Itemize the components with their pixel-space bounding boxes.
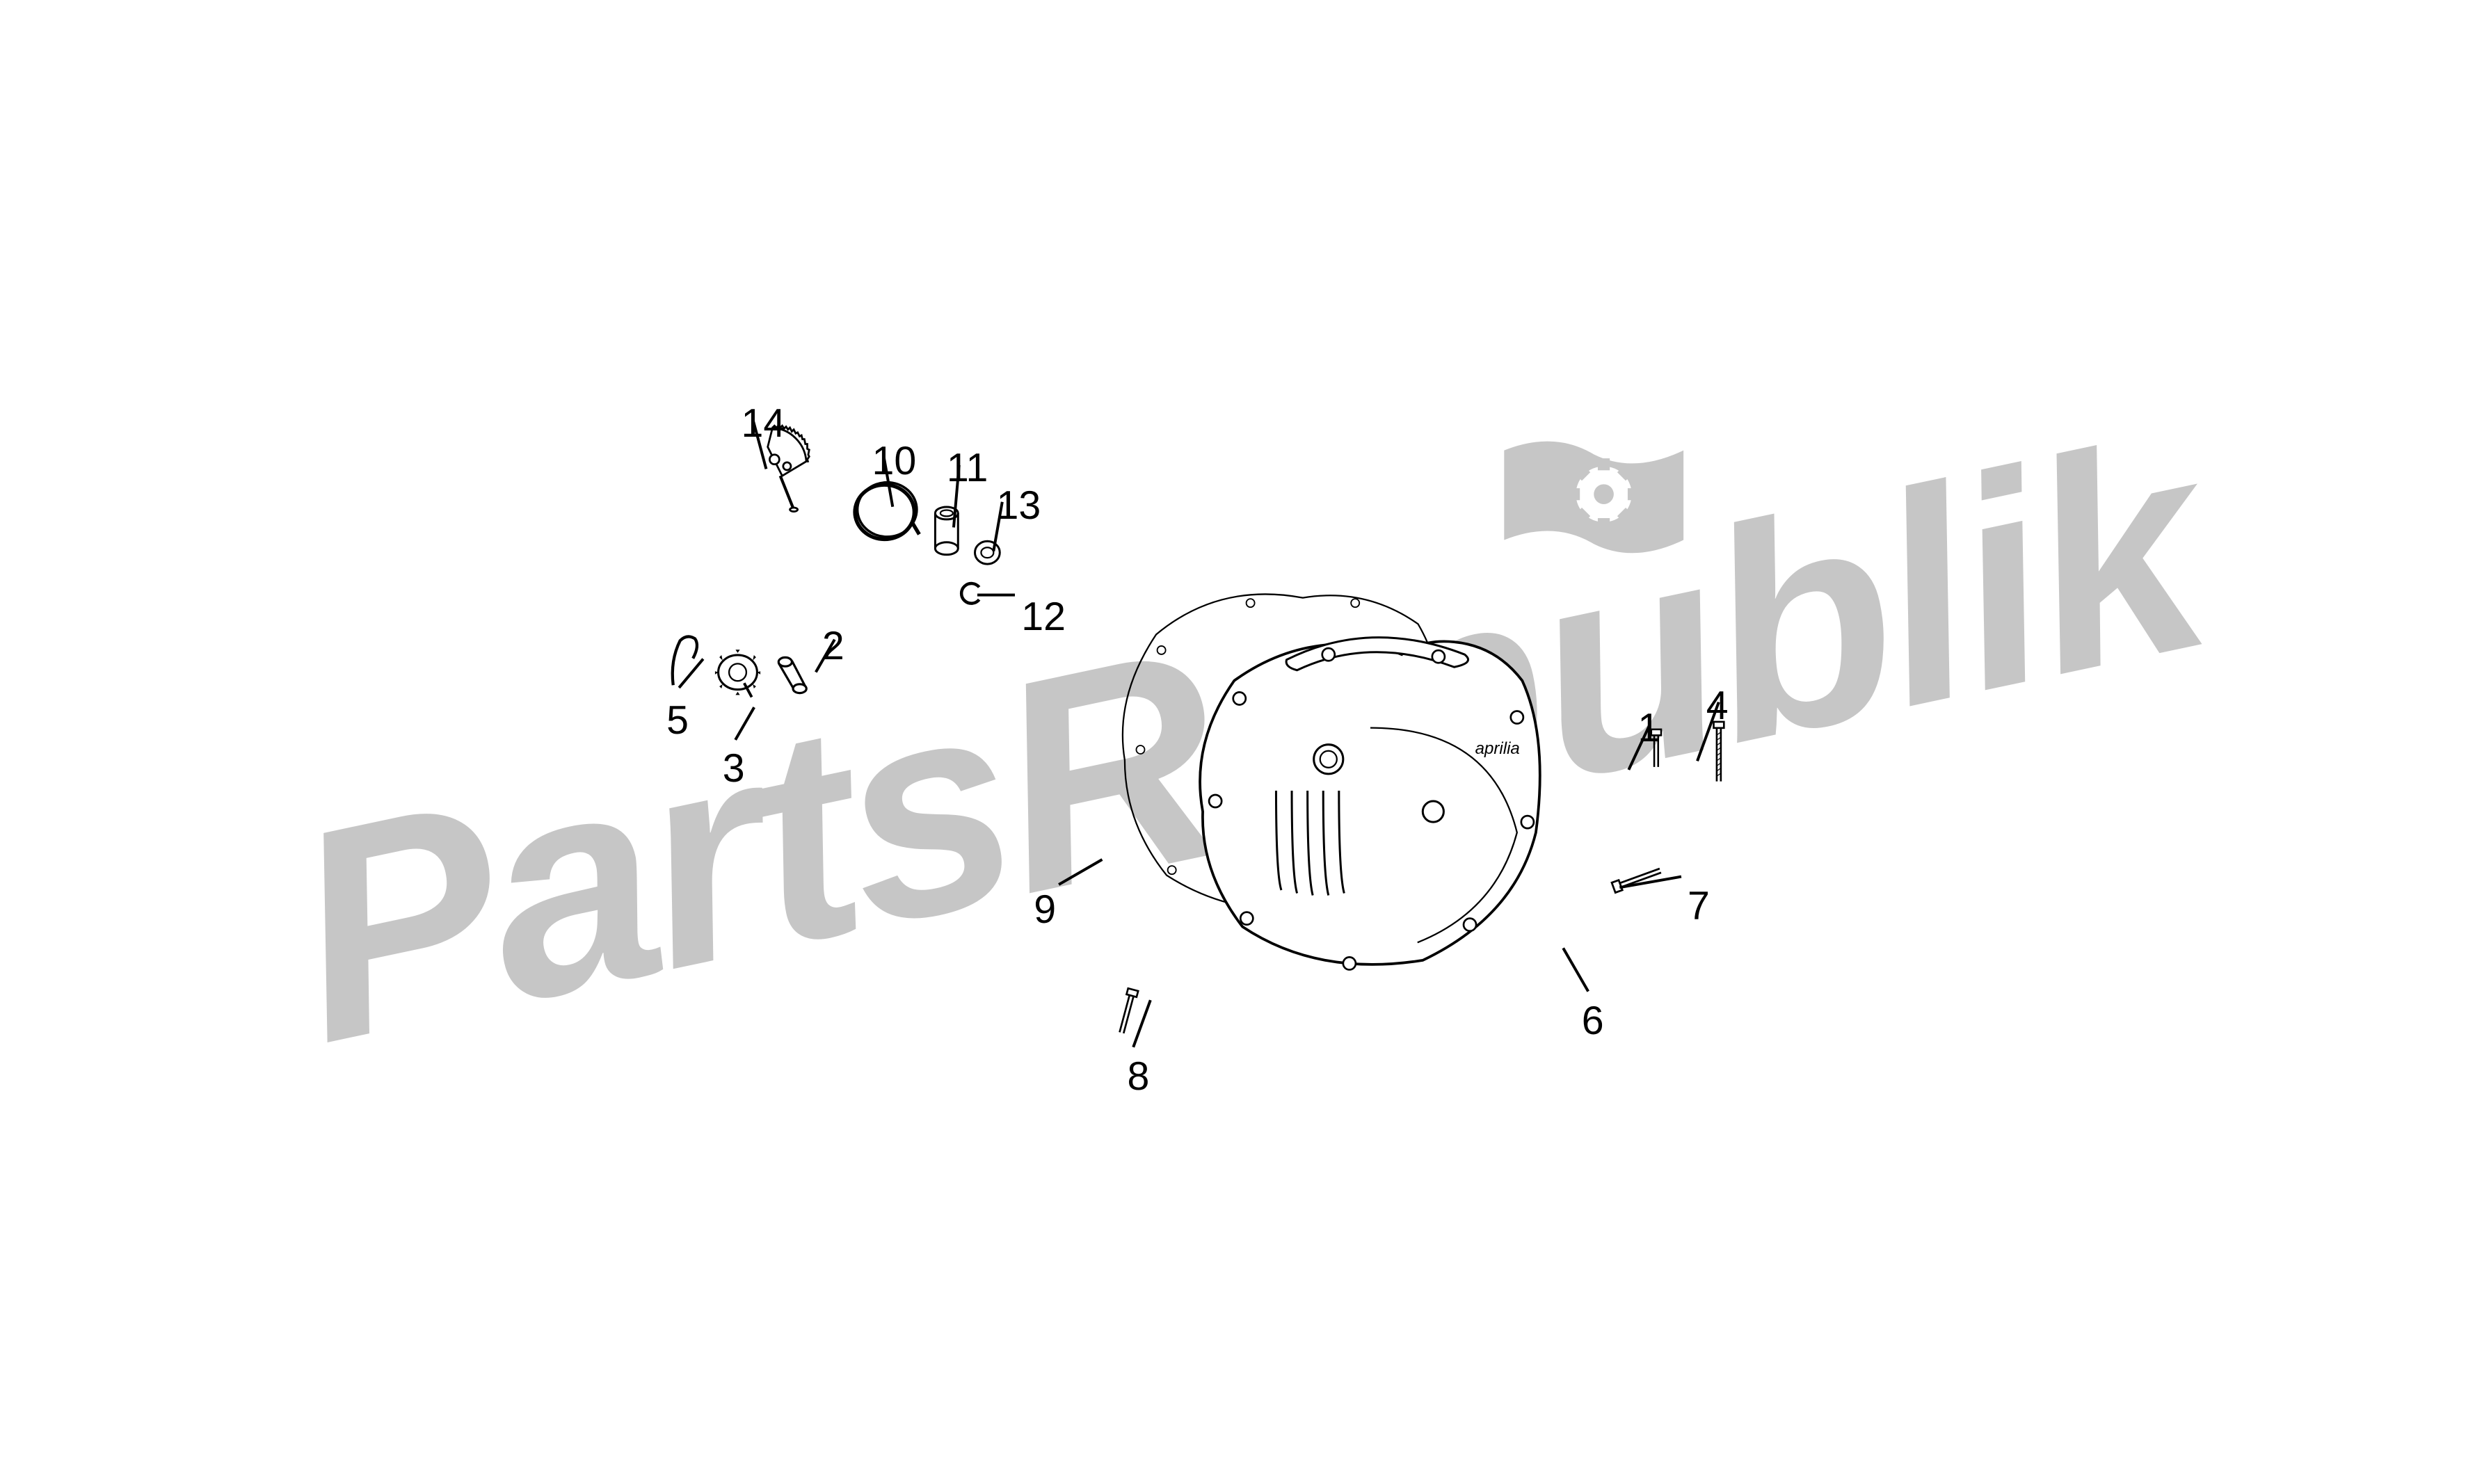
- callout-number-13: 13: [997, 483, 1041, 529]
- cover-brand-label: aprilia: [1475, 740, 1519, 759]
- callout-number-7: 7: [1688, 883, 1710, 929]
- part-spring-ring: [847, 475, 922, 549]
- callout-number-5: 5: [666, 697, 689, 743]
- callout-line-11: [978, 594, 1016, 597]
- exploded-parts-diagram: PartsRepublik: [623, 371, 1868, 1113]
- callout-number-6: 6: [1582, 998, 1604, 1044]
- callout-number-14: 14: [742, 401, 786, 446]
- callout-number-8: 8: [1127, 1054, 1149, 1099]
- part-bushing: [928, 505, 966, 557]
- part-pinion-gear: [710, 645, 767, 704]
- callout-number-9: 9: [1034, 887, 1056, 933]
- callout-number-10: 10: [872, 438, 917, 484]
- callout-number-11: 11: [947, 445, 988, 491]
- part-crankcase-cover: aprilia: [1121, 623, 1619, 979]
- part-washer: [972, 534, 1003, 571]
- callout-number-12: 12: [1021, 594, 1066, 640]
- watermark-flag-gear-icon: [1494, 430, 1693, 629]
- callout-number-1: 1: [1637, 705, 1660, 751]
- callout-number-4: 4: [1706, 683, 1729, 729]
- part-pin: [772, 653, 810, 697]
- callout-number-3: 3: [723, 745, 745, 791]
- callout-line-2: [734, 707, 755, 740]
- callout-number-2: 2: [822, 623, 844, 669]
